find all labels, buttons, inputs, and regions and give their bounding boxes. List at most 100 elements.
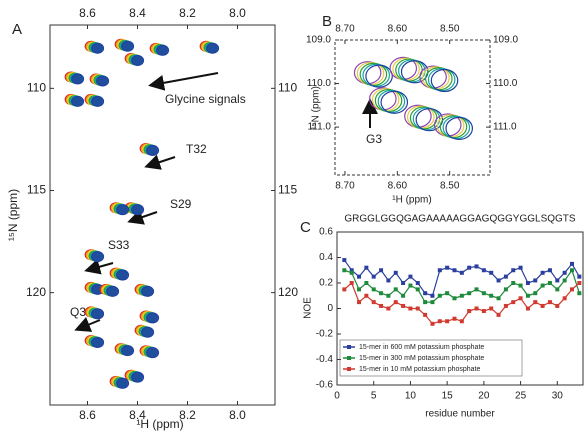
series-marker	[577, 291, 582, 296]
series-marker	[415, 287, 420, 292]
series-marker	[481, 291, 486, 296]
series-marker	[437, 293, 442, 298]
y-tick-label: 109.0	[493, 35, 518, 46]
series-marker	[452, 268, 457, 273]
series-marker	[445, 319, 450, 324]
series-marker	[503, 303, 508, 308]
x-tick-label: 8.6	[79, 408, 96, 422]
series-marker	[511, 268, 516, 273]
peak-contour	[106, 285, 120, 297]
series-marker	[481, 268, 486, 273]
series-marker	[562, 270, 567, 275]
x-tick-label: 30	[552, 391, 564, 402]
annotation: Glycine signals	[165, 92, 246, 106]
series-marker	[415, 281, 420, 285]
x-tick-label: 8.60	[388, 181, 408, 192]
panel: 8.70 8.70 8.60 8.60 8.50 8.50 109.0 109.0 110.0 1…	[306, 13, 518, 206]
series-marker	[445, 291, 450, 296]
series-marker	[357, 287, 362, 292]
series-marker	[379, 268, 384, 273]
annotation: GRGGLGGQGAGAAAAAGGAGQGGYGGLSQGTS	[344, 214, 575, 225]
series-marker	[408, 306, 413, 311]
x-axis-label: ¹H (ppm)	[392, 195, 431, 206]
series-marker	[349, 268, 354, 273]
series-marker	[503, 287, 508, 292]
series-marker	[342, 268, 347, 273]
series-marker	[371, 274, 376, 279]
y-tick-label: 110.0	[307, 78, 332, 89]
y-tick-label: 0.6	[319, 227, 333, 238]
peak-contour	[365, 64, 393, 88]
y-tick-label: 0.2	[319, 278, 333, 289]
panel-label: A	[12, 21, 22, 38]
series-marker	[452, 316, 457, 321]
peak-contour	[91, 42, 105, 54]
panel-label: B	[322, 13, 332, 30]
y-tick-label: 110	[278, 81, 297, 95]
series-marker	[459, 319, 464, 324]
series-marker	[423, 300, 428, 305]
x-tick-label: 15	[442, 391, 454, 402]
legend-label: 15-mer in 300 mM potassium phosphate	[359, 355, 484, 362]
peak-contour	[374, 88, 403, 113]
y-tick-label: 115	[278, 183, 297, 197]
y-tick-label: 0.4	[319, 252, 333, 263]
series-marker	[401, 281, 406, 285]
peak-contour	[141, 326, 155, 338]
y-tick-label: 120	[278, 285, 298, 299]
peak-contour	[131, 204, 145, 216]
peak-contour	[131, 371, 145, 383]
series-marker	[540, 283, 545, 288]
series-marker	[452, 296, 457, 301]
peak-contour	[141, 285, 155, 297]
legend-marker	[347, 345, 351, 349]
peak-contour	[116, 269, 130, 281]
series-marker	[496, 278, 501, 283]
series-marker	[349, 270, 354, 275]
series-marker	[496, 312, 501, 317]
x-tick-label: 8.2	[179, 6, 196, 20]
x-tick-label: 8.50	[440, 181, 460, 192]
peak-contour	[91, 308, 105, 320]
x-tick-label: 8.4	[129, 408, 146, 422]
series-marker	[547, 300, 552, 305]
series-marker	[489, 293, 494, 298]
series-marker	[577, 281, 582, 285]
peak-contour	[116, 204, 130, 216]
x-tick-label: 8.70	[335, 24, 355, 35]
series-marker	[518, 265, 523, 270]
y-tick-label: 110.0	[493, 78, 518, 89]
peak-contour	[146, 144, 160, 156]
series-line	[343, 281, 580, 325]
series-marker	[555, 303, 560, 308]
series-marker	[459, 270, 464, 275]
legend-label: 15-mer in 10 mM potassium phosphate	[359, 366, 480, 373]
series-marker	[393, 270, 398, 275]
series-marker	[364, 293, 369, 298]
x-tick-label: 8.2	[179, 408, 196, 422]
series-marker	[496, 296, 501, 301]
y-tick-label: 111.0	[493, 122, 517, 133]
plot-frame	[334, 39, 491, 176]
series-marker	[555, 278, 560, 283]
series-line	[343, 259, 580, 297]
series-marker	[577, 274, 582, 279]
series-marker	[459, 293, 464, 298]
series-marker	[467, 291, 472, 296]
peak-contour	[71, 73, 85, 85]
series-marker	[489, 306, 494, 311]
series-marker	[467, 309, 472, 314]
series-marker	[408, 274, 413, 279]
legend-frame	[339, 339, 523, 377]
y-tick-label: 0	[327, 303, 333, 314]
y-axis-label: NOE	[303, 297, 314, 319]
panel: 0 5 10 15 20 25 30 -0.6 -0.4 -0.2 0 0.2 0.4 0.6 Cresid…	[300, 214, 584, 420]
y-tick-label: -0.2	[316, 329, 334, 340]
peak-contour	[116, 377, 130, 389]
x-tick-label: 25	[515, 391, 527, 402]
arrow	[144, 154, 176, 170]
series-marker	[547, 268, 552, 273]
legend-label: 15-mer in 600 mM potassium phosphate	[359, 344, 484, 351]
series-marker	[393, 287, 398, 292]
panel: 8.6 8.6 8.4 8.4 8.2 8.2 8.0 8.0 110 110 115 115 120 1…	[6, 6, 298, 431]
